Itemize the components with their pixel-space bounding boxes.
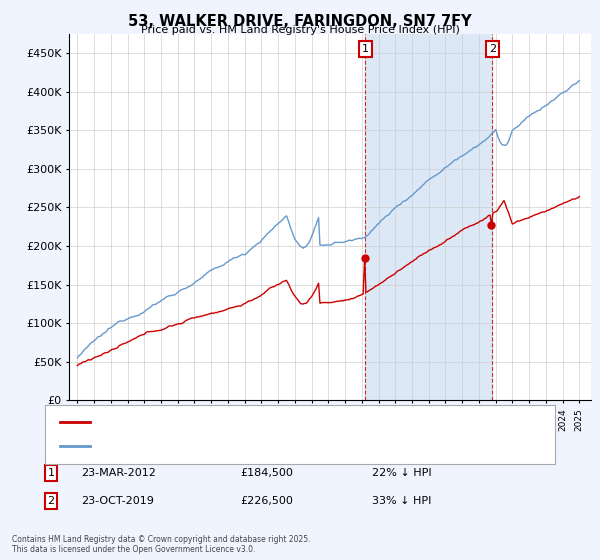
Text: 2: 2 [47, 496, 55, 506]
Text: 22% ↓ HPI: 22% ↓ HPI [372, 468, 431, 478]
Bar [365, 34, 493, 400]
Text: HPI: Average price, semi-detached house, Vale of White Horse: HPI: Average price, semi-detached house,… [96, 441, 400, 451]
Text: 2: 2 [489, 44, 496, 54]
Text: £226,500: £226,500 [240, 496, 293, 506]
Text: 53, WALKER DRIVE, FARINGDON, SN7 7FY (semi-detached house): 53, WALKER DRIVE, FARINGDON, SN7 7FY (se… [96, 417, 416, 427]
Text: £184,500: £184,500 [240, 468, 293, 478]
Text: 53, WALKER DRIVE, FARINGDON, SN7 7FY: 53, WALKER DRIVE, FARINGDON, SN7 7FY [128, 14, 472, 29]
Text: 23-MAR-2012: 23-MAR-2012 [81, 468, 156, 478]
Text: 1: 1 [47, 468, 55, 478]
Text: 1: 1 [362, 44, 369, 54]
Text: Contains HM Land Registry data © Crown copyright and database right 2025.
This d: Contains HM Land Registry data © Crown c… [12, 535, 311, 554]
Text: Price paid vs. HM Land Registry's House Price Index (HPI): Price paid vs. HM Land Registry's House … [140, 25, 460, 35]
Text: 33% ↓ HPI: 33% ↓ HPI [372, 496, 431, 506]
Text: 23-OCT-2019: 23-OCT-2019 [81, 496, 154, 506]
